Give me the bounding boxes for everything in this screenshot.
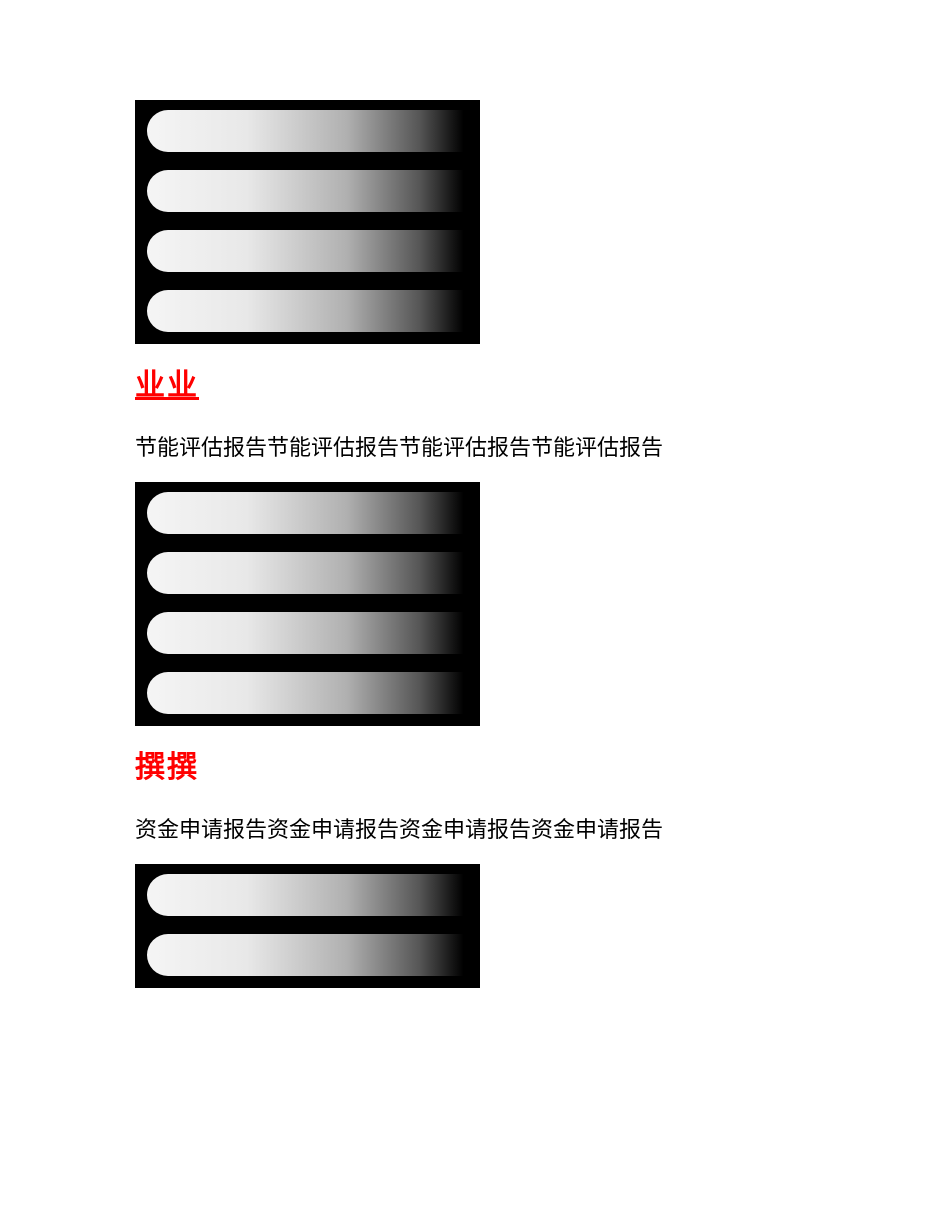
body-text-1: 节能评估报告节能评估报告节能评估报告节能评估报告 [135,430,950,462]
bar-block-top-1 [135,100,480,344]
heading-1: 业业 [135,360,950,404]
body-text-2: 资金申请报告资金申请报告资金申请报告资金申请报告 [135,812,950,844]
gradient-bar [147,552,480,594]
gradient-bar [147,230,480,272]
gradient-bar [147,934,480,976]
gradient-bar [147,290,480,332]
gradient-bar [147,612,480,654]
bar-block-bottom-2 [135,864,480,988]
gradient-bar [147,110,480,152]
gradient-bar [147,874,480,916]
gradient-bar [147,672,480,714]
heading-2: 撰撰 [135,742,950,786]
gradient-bar [147,492,480,534]
gradient-bar [147,170,480,212]
section-1: 业业 节能评估报告节能评估报告节能评估报告节能评估报告 [135,100,950,726]
bar-block-bottom-1 [135,482,480,726]
section-2: 撰撰 资金申请报告资金申请报告资金申请报告资金申请报告 [135,742,950,988]
